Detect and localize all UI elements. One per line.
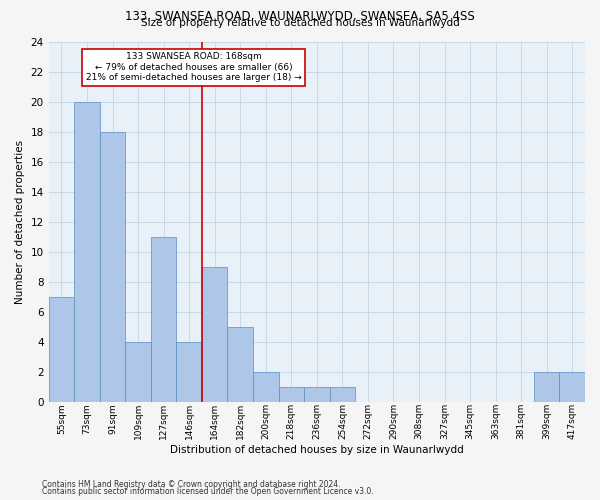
Bar bbox=[534, 372, 559, 402]
Bar bbox=[329, 386, 355, 402]
Bar bbox=[278, 386, 304, 402]
Bar bbox=[202, 266, 227, 402]
Text: Size of property relative to detached houses in Waunarlwydd: Size of property relative to detached ho… bbox=[140, 18, 460, 28]
Bar bbox=[74, 102, 100, 402]
Bar bbox=[125, 342, 151, 402]
Text: 133, SWANSEA ROAD, WAUNARLWYDD, SWANSEA, SA5 4SS: 133, SWANSEA ROAD, WAUNARLWYDD, SWANSEA,… bbox=[125, 10, 475, 23]
Bar bbox=[49, 296, 74, 402]
Bar bbox=[151, 236, 176, 402]
Bar bbox=[304, 386, 329, 402]
X-axis label: Distribution of detached houses by size in Waunarlwydd: Distribution of detached houses by size … bbox=[170, 445, 464, 455]
Bar bbox=[253, 372, 278, 402]
Text: Contains HM Land Registry data © Crown copyright and database right 2024.: Contains HM Land Registry data © Crown c… bbox=[42, 480, 341, 489]
Bar bbox=[100, 132, 125, 402]
Text: 133 SWANSEA ROAD: 168sqm
← 79% of detached houses are smaller (66)
21% of semi-d: 133 SWANSEA ROAD: 168sqm ← 79% of detach… bbox=[86, 52, 301, 82]
Bar bbox=[227, 326, 253, 402]
Y-axis label: Number of detached properties: Number of detached properties bbox=[15, 140, 25, 304]
Text: Contains public sector information licensed under the Open Government Licence v3: Contains public sector information licen… bbox=[42, 487, 374, 496]
Bar bbox=[176, 342, 202, 402]
Bar bbox=[559, 372, 585, 402]
